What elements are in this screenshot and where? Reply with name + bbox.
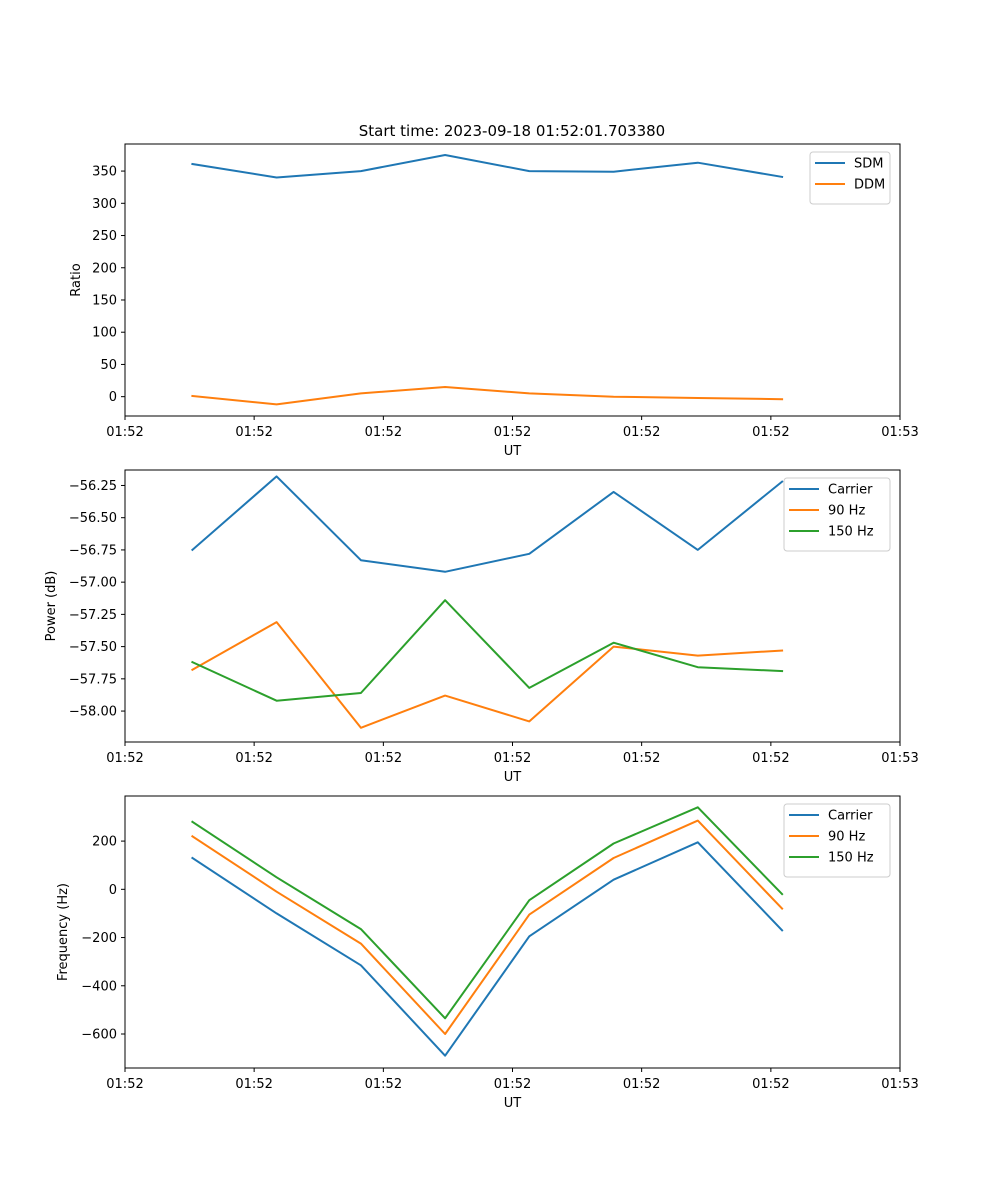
x-tick-label: 01:52 <box>623 425 660 440</box>
legend-label: DDM <box>854 178 885 193</box>
x-tick-label: 01:52 <box>365 425 402 440</box>
y-tick-label: −400 <box>81 979 117 994</box>
legend-label: Carrier <box>828 483 873 498</box>
legend-label: 150 Hz <box>828 851 874 866</box>
x-tick-label: 01:52 <box>235 425 272 440</box>
y-axis-label: Ratio <box>69 263 84 296</box>
legend: Carrier 90 Hz 150 Hz <box>783 477 891 552</box>
series-line-150-hz <box>191 599 784 702</box>
y-tick-label: 200 <box>92 835 117 850</box>
legend-box <box>783 803 891 878</box>
y-tick-label: −57.00 <box>69 576 117 591</box>
x-tick-label: 01:52 <box>106 751 143 766</box>
x-tick-label: 01:52 <box>106 425 143 440</box>
y-tick-label: −200 <box>81 931 117 946</box>
y-tick-label: −56.75 <box>69 543 117 558</box>
legend-label: 90 Hz <box>828 830 865 845</box>
y-tick-label: 0 <box>109 390 117 405</box>
series-line-150-hz <box>191 806 784 1020</box>
x-tick-label: 01:52 <box>494 751 531 766</box>
y-axis-label: Power (dB) <box>44 571 59 642</box>
series-line-ddm <box>191 386 784 406</box>
y-tick-label: 300 <box>92 197 117 212</box>
x-tick-label: 01:52 <box>365 751 402 766</box>
y-tick-label: 50 <box>100 358 117 373</box>
legend-label: 150 Hz <box>828 525 874 540</box>
frequency-subplot: 01:52 01:52 01:52 01:52 01:52 01:52 01:53 −600 −… <box>56 795 919 1111</box>
x-tick-label: 01:52 <box>752 1077 789 1092</box>
ratio-subplot: 01:52 01:52 01:52 01:52 01:52 01:52 01:53 0 50 10… <box>69 143 919 459</box>
x-tick-label: 01:52 <box>365 1077 402 1092</box>
series-line-carrier <box>190 475 784 573</box>
y-tick-label: −600 <box>81 1028 117 1043</box>
legend-label: SDM <box>854 157 883 172</box>
x-tick-label: 01:52 <box>106 1077 143 1092</box>
x-tick-label: 01:53 <box>881 425 918 440</box>
y-tick-label: −57.25 <box>69 608 117 623</box>
y-tick-label: 250 <box>92 229 117 244</box>
legend-box <box>809 151 891 205</box>
legend-label: 90 Hz <box>828 504 865 519</box>
x-axis-label: UT <box>504 770 522 785</box>
x-tick-label: 01:52 <box>623 751 660 766</box>
figure-title: Start time: 2023-09-18 01:52:01.703380 <box>359 122 665 140</box>
x-tick-label: 01:52 <box>235 751 272 766</box>
series-line-90-hz <box>191 819 784 1035</box>
y-tick-label: 150 <box>92 293 117 308</box>
y-axis-label: Frequency (Hz) <box>56 883 71 981</box>
series-line-carrier <box>191 841 784 1057</box>
power-subplot: 01:52 01:52 01:52 01:52 01:52 01:52 01:53 −58.0… <box>44 469 919 785</box>
legend-label: Carrier <box>828 809 873 824</box>
x-tick-label: 01:52 <box>235 1077 272 1092</box>
legend-box <box>783 477 891 552</box>
y-tick-label: 350 <box>92 165 117 180</box>
x-tick-label: 01:52 <box>752 425 789 440</box>
y-tick-label: −58.00 <box>69 705 117 720</box>
series-line-sdm <box>191 154 784 179</box>
y-tick-label: 0 <box>109 883 117 898</box>
x-tick-label: 01:52 <box>752 751 789 766</box>
x-axis-label: UT <box>504 1096 522 1111</box>
x-tick-label: 01:52 <box>623 1077 660 1092</box>
x-tick-label: 01:52 <box>494 1077 531 1092</box>
x-tick-label: 01:53 <box>881 751 918 766</box>
y-tick-label: −57.75 <box>69 672 117 687</box>
y-tick-label: −56.25 <box>69 479 117 494</box>
legend: Carrier 90 Hz 150 Hz <box>783 803 891 878</box>
x-axis-label: UT <box>504 444 522 459</box>
y-tick-label: 100 <box>92 326 117 341</box>
x-tick-label: 01:53 <box>881 1077 918 1092</box>
x-tick-label: 01:52 <box>494 425 531 440</box>
series-line-90-hz <box>191 621 784 729</box>
y-tick-label: −56.50 <box>69 511 117 526</box>
legend: SDM DDM <box>809 151 891 205</box>
y-tick-label: 200 <box>92 261 117 276</box>
y-tick-label: −57.50 <box>69 640 117 655</box>
